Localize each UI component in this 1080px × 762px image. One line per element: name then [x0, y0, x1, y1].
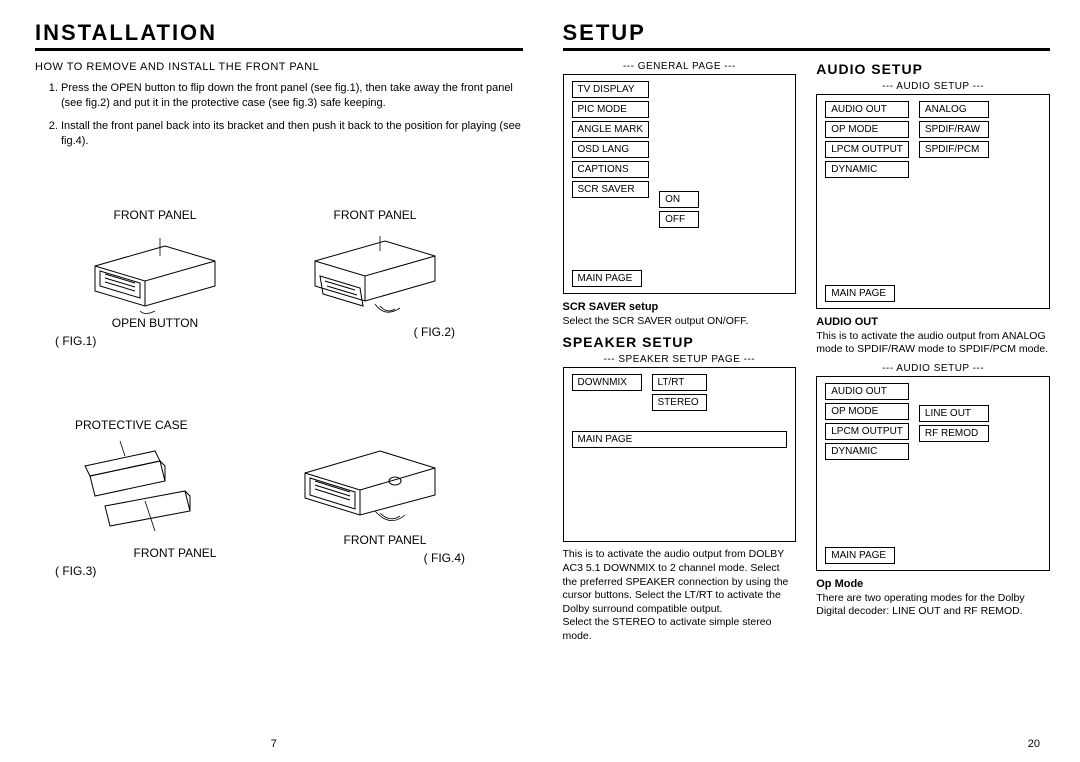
page-installation: INSTALLATION HOW TO REMOVE AND INSTALL T…	[0, 0, 548, 762]
speaker-opts: LT/RT STEREO	[652, 374, 707, 411]
op-mode-desc-title: Op Mode	[816, 578, 863, 590]
speaker-main-page: MAIN PAGE	[572, 431, 788, 448]
item-captions: CAPTIONS	[572, 161, 650, 178]
figure-2: FRONT PANEL ( FIG.2)	[285, 208, 465, 339]
figure-4: FRONT PANEL ( FIG.4)	[275, 433, 465, 565]
opt-rf-remod: RF REMOD	[919, 425, 989, 442]
item-audio-out-1: AUDIO OUT	[825, 101, 909, 118]
fig2-caption: ( FIG.2)	[285, 325, 455, 339]
audio-menu-box-1: AUDIO OUT OP MODE LPCM OUTPUT DYNAMIC AN…	[816, 94, 1050, 309]
audio-box2-title: --- AUDIO SETUP ---	[816, 363, 1050, 374]
car-stereo-removed-icon	[305, 226, 445, 321]
op-mode-desc-text: There are two operating modes for the Do…	[816, 592, 1024, 618]
figure-3: PROTECTIVE CASE FRONT PANEL ( FIG.3)	[45, 418, 245, 578]
opt-analog: ANALOG	[919, 101, 989, 118]
speaker-setup-heading: SPEAKER SETUP	[563, 334, 797, 350]
item-lpcm-2: LPCM OUTPUT	[825, 423, 909, 440]
item-tv-display: TV DISPLAY	[572, 81, 650, 98]
step-2: Install the front panel back into its br…	[61, 119, 523, 149]
general-opts: ON OFF	[659, 191, 699, 228]
item-dynamic-1: DYNAMIC	[825, 161, 909, 178]
audio-out-desc-text: This is to activate the audio output fro…	[816, 330, 1048, 356]
general-page-title: --- GENERAL PAGE ---	[563, 61, 797, 72]
car-stereo-install-icon	[295, 433, 445, 533]
setup-left-col: --- GENERAL PAGE --- TV DISPLAY PIC MODE…	[563, 61, 797, 650]
fig1-top-label: FRONT PANEL	[65, 208, 245, 222]
fig3-caption: ( FIG.3)	[55, 564, 245, 578]
fig4-caption: ( FIG.4)	[275, 551, 465, 565]
fig4-bottom-label: FRONT PANEL	[305, 533, 465, 547]
opt-spdif-pcm: SPDIF/PCM	[919, 141, 989, 158]
item-osd-lang: OSD LANG	[572, 141, 650, 158]
setup-title: SETUP	[563, 20, 1051, 51]
car-stereo-icon	[85, 226, 225, 316]
opt-off: OFF	[659, 211, 699, 228]
protective-case-icon	[65, 436, 225, 546]
item-downmix: DOWNMIX	[572, 374, 642, 391]
general-items: TV DISPLAY PIC MODE ANGLE MARK OSD LANG …	[572, 81, 650, 228]
opt-stereo: STEREO	[652, 394, 707, 411]
audio1-items: AUDIO OUT OP MODE LPCM OUTPUT DYNAMIC	[825, 101, 909, 178]
audio2-items: AUDIO OUT OP MODE LPCM OUTPUT DYNAMIC	[825, 383, 909, 460]
step-1: Press the OPEN button to flip down the f…	[61, 81, 523, 111]
scr-saver-desc-text: Select the SCR SAVER output ON/OFF.	[563, 315, 749, 327]
fig3-top-label: PROTECTIVE CASE	[75, 418, 245, 432]
fig1-bottom-label: OPEN BUTTON	[65, 316, 245, 330]
general-main-page: MAIN PAGE	[572, 270, 642, 287]
figures-area: FRONT PANEL OPEN BUTTON ( FIG.1)	[35, 208, 523, 648]
installation-subtitle: HOW TO REMOVE AND INSTALL THE FRONT PANL	[35, 61, 523, 73]
item-scr-saver: SCR SAVER	[572, 181, 650, 198]
installation-steps: Press the OPEN button to flip down the f…	[35, 81, 523, 148]
audio-menu-box-2: AUDIO OUT OP MODE LPCM OUTPUT DYNAMIC LI…	[816, 376, 1050, 571]
audio2-main-page: MAIN PAGE	[825, 547, 895, 564]
audio1-main-page: MAIN PAGE	[825, 285, 895, 302]
item-pic-mode: PIC MODE	[572, 101, 650, 118]
installation-title: INSTALLATION	[35, 20, 523, 51]
speaker-desc: This is to activate the audio output fro…	[563, 548, 797, 643]
opt-spdif-raw: SPDIF/RAW	[919, 121, 989, 138]
scr-saver-desc-title: SCR SAVER setup	[563, 301, 659, 313]
opt-ltrt: LT/RT	[652, 374, 707, 391]
fig3-bottom-label: FRONT PANEL	[105, 546, 245, 560]
item-dynamic-2: DYNAMIC	[825, 443, 909, 460]
audio-box1-title: --- AUDIO SETUP ---	[816, 81, 1050, 92]
item-audio-out-2: AUDIO OUT	[825, 383, 909, 400]
audio1-opts: ANALOG SPDIF/RAW SPDIF/PCM	[919, 101, 989, 178]
audio2-opts: LINE OUT RF REMOD	[919, 405, 989, 460]
page-setup: SETUP --- GENERAL PAGE --- TV DISPLAY PI…	[548, 0, 1080, 762]
opt-line-out: LINE OUT	[919, 405, 989, 422]
audio-out-desc-title: AUDIO OUT	[816, 316, 878, 328]
page-number-right: 20	[1028, 738, 1040, 750]
item-op-mode-1: OP MODE	[825, 121, 909, 138]
audio-out-desc: AUDIO OUT This is to activate the audio …	[816, 315, 1050, 357]
fig1-caption: ( FIG.1)	[55, 334, 245, 348]
setup-right-col: AUDIO SETUP --- AUDIO SETUP --- AUDIO OU…	[816, 61, 1050, 650]
opt-on: ON	[659, 191, 699, 208]
item-lpcm-1: LPCM OUTPUT	[825, 141, 909, 158]
figure-1: FRONT PANEL OPEN BUTTON ( FIG.1)	[65, 208, 245, 348]
speaker-items: DOWNMIX	[572, 374, 642, 411]
page-number-left: 7	[271, 738, 277, 750]
scr-saver-desc: SCR SAVER setup Select the SCR SAVER out…	[563, 300, 797, 328]
item-angle-mark: ANGLE MARK	[572, 121, 650, 138]
audio-setup-heading: AUDIO SETUP	[816, 61, 1050, 77]
speaker-page-title: --- SPEAKER SETUP PAGE ---	[563, 354, 797, 365]
op-mode-desc: Op Mode There are two operating modes fo…	[816, 577, 1050, 619]
speaker-menu-box: DOWNMIX LT/RT STEREO MAIN PAGE	[563, 367, 797, 542]
general-menu-box: TV DISPLAY PIC MODE ANGLE MARK OSD LANG …	[563, 74, 797, 294]
item-op-mode-2: OP MODE	[825, 403, 909, 420]
fig2-top-label: FRONT PANEL	[285, 208, 465, 222]
